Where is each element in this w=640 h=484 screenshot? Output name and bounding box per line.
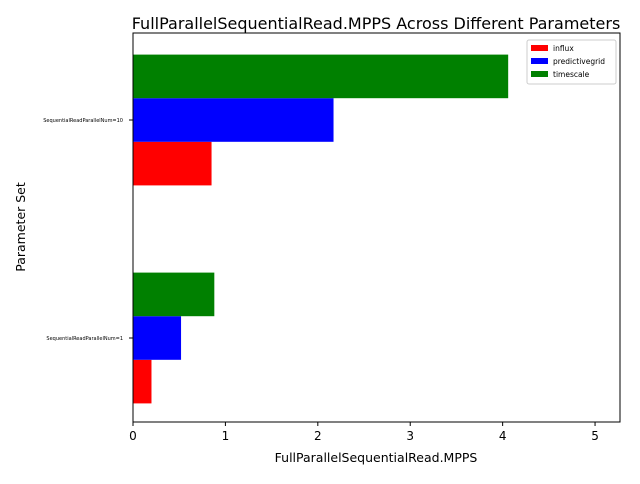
legend-entries: influx predictivegrid timescale — [531, 44, 605, 79]
y-tick-label: SequentialReadParallelNum=1 — [46, 336, 123, 342]
x-tick-label: 2 — [314, 429, 322, 443]
y-tick-label: SequentialReadParallelNum=10 — [43, 118, 123, 124]
ticks-layer: 0 1 2 3 4 5 SequentialReadParallelNum=1 Sequent… — [43, 118, 599, 443]
x-tick-label: 1 — [222, 429, 230, 443]
y-axis-label: Parameter Set — [13, 182, 28, 272]
x-tick-label: 3 — [406, 429, 414, 443]
bars-layer — [133, 54, 509, 404]
legend-label-influx: influx — [553, 44, 574, 53]
legend-swatch-predictivegrid — [531, 58, 548, 64]
bar-predictivegrid-1 — [133, 98, 334, 142]
x-tick-label: 4 — [499, 429, 507, 443]
x-axis-label: FullParallelSequentialRead.MPPS — [275, 450, 478, 465]
legend-frame — [526, 39, 617, 85]
bar-influx-1 — [133, 141, 212, 186]
legend-swatch-influx — [531, 45, 548, 51]
plot-frame — [132, 32, 621, 423]
x-tick-label: 5 — [591, 429, 599, 443]
x-tick-label: 0 — [129, 429, 137, 443]
bar-predictivegrid-0 — [133, 316, 182, 360]
bar-influx-0 — [133, 359, 152, 404]
legend-label-timescale: timescale — [553, 70, 590, 79]
bar-timescale-1 — [133, 54, 509, 99]
legend-swatch-timescale — [531, 71, 548, 77]
legend-label-predictivegrid: predictivegrid — [553, 57, 605, 66]
bar-timescale-0 — [133, 272, 215, 317]
legend: influx predictivegrid timescale — [526, 39, 617, 85]
chart-title: FullParallelSequentialRead.MPPS Across D… — [132, 14, 621, 33]
